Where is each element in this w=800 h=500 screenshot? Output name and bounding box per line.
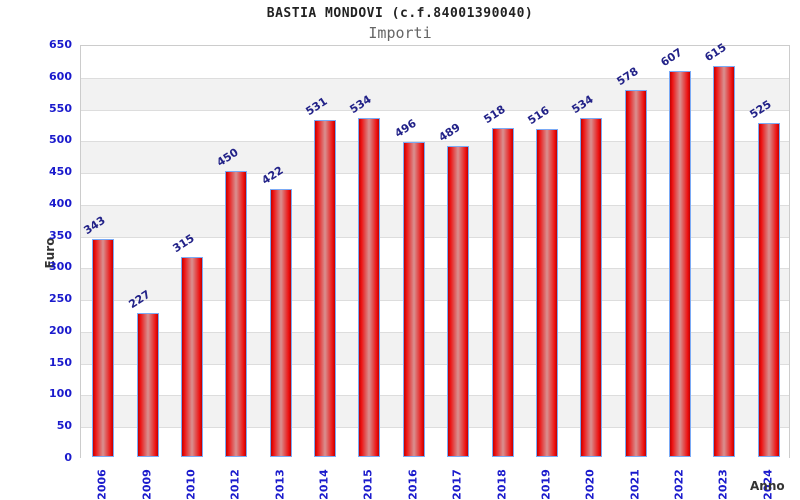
x-tick-label-2019: 2019 <box>539 469 553 500</box>
gridline <box>81 268 789 270</box>
y-tick-label: 650 <box>49 38 72 51</box>
x-tick-label-2023: 2023 <box>716 469 730 500</box>
x-tick-label-2006: 2006 <box>95 469 109 500</box>
bar-2014 <box>314 119 337 457</box>
gridline <box>81 173 789 175</box>
x-tick-label-2022: 2022 <box>672 469 686 500</box>
x-tick-label-2009: 2009 <box>140 469 154 500</box>
bar-2016 <box>402 141 425 457</box>
bar-2019 <box>535 129 558 457</box>
bar-2023 <box>713 66 736 457</box>
y-tick-label: 600 <box>49 69 72 83</box>
plot-area: 343 227 315 450 422 531 534 496 489 518 516 534 578 6… <box>80 41 790 459</box>
x-axis-title: Anno <box>750 479 785 493</box>
x-tick-label-2013: 2013 <box>273 469 287 500</box>
gridline <box>81 427 789 429</box>
x-tick-label-2014: 2014 <box>317 469 331 500</box>
bar-2006 <box>92 239 115 457</box>
gridline <box>81 204 789 206</box>
y-tick-label: 250 <box>49 292 72 306</box>
y-tick-label: 0 <box>64 451 72 464</box>
x-tick-label-2012: 2012 <box>228 469 242 500</box>
bar-2021 <box>624 89 647 457</box>
y-tick-label: 500 <box>49 133 72 147</box>
gridline <box>81 77 789 79</box>
y-tick-label: 550 <box>49 101 72 115</box>
bar-2024 <box>757 123 780 457</box>
gridline <box>81 109 789 111</box>
gridline <box>81 236 789 238</box>
x-tick-label-2018: 2018 <box>495 469 509 500</box>
y-tick-label: 300 <box>49 260 72 274</box>
bar-2017 <box>447 146 470 457</box>
y-tick-label: 400 <box>49 196 72 210</box>
bar-2013 <box>269 188 292 457</box>
bar-2018 <box>491 127 514 457</box>
y-tick-label: 450 <box>49 165 72 179</box>
x-tick-label-2021: 2021 <box>628 469 642 500</box>
y-tick-label: 150 <box>49 355 72 369</box>
gridline <box>81 395 789 397</box>
x-tick-label-2015: 2015 <box>361 469 375 500</box>
x-tick-label-2020: 2020 <box>583 469 597 500</box>
bar-2010 <box>180 256 203 457</box>
x-tick-label-2010: 2010 <box>184 469 198 500</box>
y-tick-label: 50 <box>56 419 72 433</box>
gridline <box>81 363 789 365</box>
gridline <box>81 300 789 302</box>
bar-2022 <box>669 71 692 457</box>
bar-2009 <box>136 312 159 457</box>
chart-subtitle: Importi <box>368 24 432 42</box>
chart-title: BASTIA MONDOVI (c.f.84001390040) <box>266 6 534 21</box>
x-tick-label-2017: 2017 <box>450 469 464 500</box>
bar-2020 <box>580 117 603 457</box>
bar-2012 <box>225 171 248 457</box>
y-tick-label: 200 <box>49 323 72 337</box>
gridline <box>81 141 789 143</box>
gridline <box>81 331 789 333</box>
bar-2015 <box>358 117 381 457</box>
y-tick-label: 100 <box>49 387 72 401</box>
y-tick-label: 350 <box>49 228 72 242</box>
x-tick-label-2016: 2016 <box>406 469 420 500</box>
